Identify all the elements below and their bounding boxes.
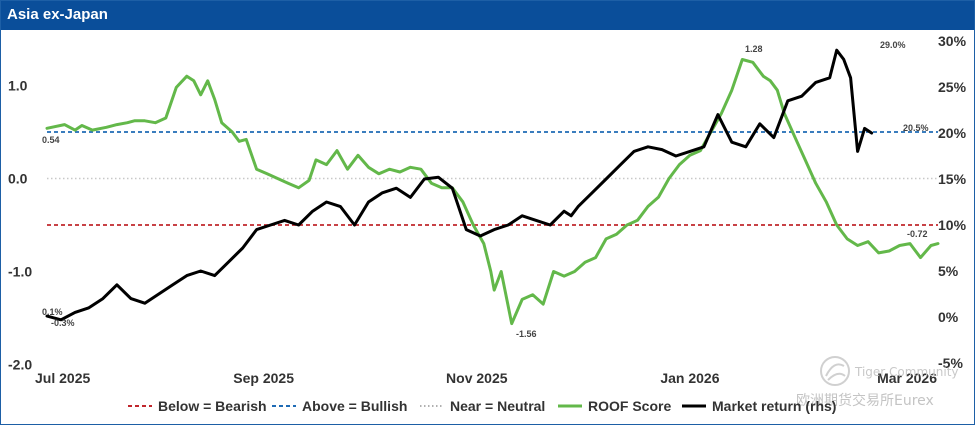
- legend-label: Above = Bullish: [302, 398, 407, 414]
- x-tick-label: Mar 2026: [877, 370, 937, 386]
- watermark-top: Tiger Community: [854, 365, 959, 379]
- market-return-label: 0.1%: [42, 307, 63, 317]
- right-tick-label: 20%: [938, 125, 967, 141]
- title-bar: Asia ex-Japan: [1, 1, 974, 30]
- legend-item: Below = Bearish: [128, 398, 267, 414]
- chart-title: Asia ex-Japan: [7, 6, 108, 23]
- roof-score-label: 1.28: [745, 44, 763, 54]
- legend-label: Below = Bearish: [158, 398, 267, 414]
- right-tick-label: 5%: [938, 263, 959, 279]
- legend-label: ROOF Score: [588, 398, 671, 414]
- roof-score-label: -1.56: [516, 329, 537, 339]
- legend-label: Market return (rhs): [712, 398, 836, 414]
- right-tick-label: 0%: [938, 309, 959, 325]
- legend-item: ROOF Score: [558, 398, 671, 414]
- legend-label: Near = Neutral: [450, 398, 545, 414]
- right-tick-label: 30%: [938, 33, 967, 49]
- legend-item: Above = Bullish: [272, 398, 407, 414]
- left-tick-label: -2.0: [8, 357, 32, 373]
- left-tick-label: 1.0: [8, 78, 28, 94]
- x-tick-label: Sep 2025: [233, 370, 294, 386]
- roof-score-line: [45, 58, 940, 326]
- tiger-logo-icon: [820, 356, 850, 386]
- right-tick-label: 15%: [938, 171, 967, 187]
- legend-item: Market return (rhs): [682, 398, 836, 414]
- x-tick-label: Jan 2026: [660, 370, 719, 386]
- right-tick-label: 10%: [938, 217, 967, 233]
- right-tick-label: 25%: [938, 79, 967, 95]
- market-return-label: 20.5%: [903, 123, 929, 133]
- right-tick-label: -5%: [938, 355, 963, 371]
- market-return-line: [45, 48, 874, 322]
- x-tick-label: Jul 2025: [35, 370, 90, 386]
- roof-score-label: 0.54: [42, 135, 60, 145]
- watermark-bottom: 欧洲期货交易所Eurex: [796, 392, 934, 409]
- roof-score-label: -0.72: [907, 229, 928, 239]
- market-return-label: -0.3%: [51, 318, 75, 328]
- left-tick-label: -1.0: [8, 264, 32, 280]
- legend-item: Near = Neutral: [420, 398, 545, 414]
- left-tick-label: 0.0: [8, 171, 28, 187]
- x-tick-label: Nov 2025: [446, 370, 508, 386]
- market-return-label: 29.0%: [880, 40, 906, 50]
